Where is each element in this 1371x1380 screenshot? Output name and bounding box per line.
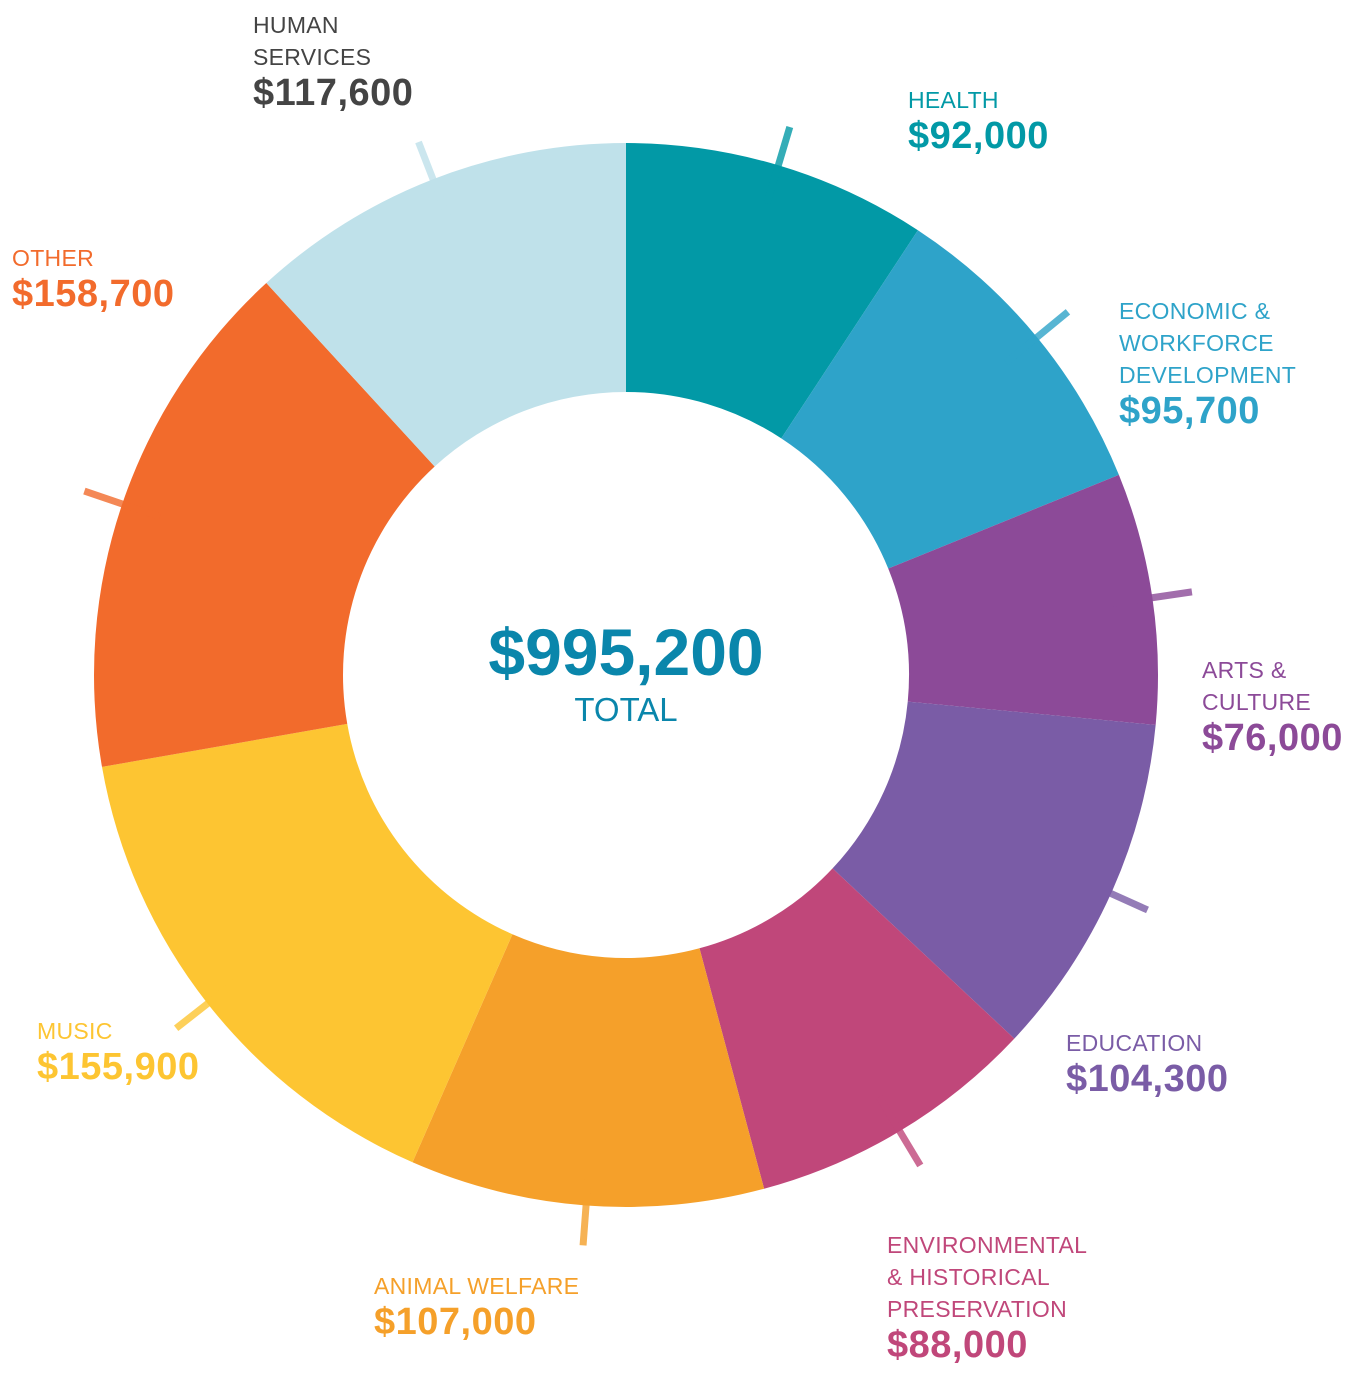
category-label: ECONOMIC & WORKFORCE DEVELOPMENT <box>1119 298 1297 388</box>
category-label: HEALTH <box>908 87 999 113</box>
category-label: ENVIRONMENTAL & HISTORICAL PRESERVATION <box>887 1232 1088 1322</box>
donut-slice <box>94 283 435 767</box>
value-label: $88,000 <box>887 1324 1028 1366</box>
category-label: ANIMAL WELFARE <box>374 1273 580 1299</box>
leader-line <box>1003 309 1071 366</box>
donut-slice <box>888 474 1158 725</box>
donut-slice <box>101 723 513 1163</box>
value-label: $104,300 <box>1066 1058 1229 1100</box>
leader-line <box>173 976 242 1032</box>
donut-slice <box>781 230 1119 569</box>
category-label: HUMAN SERVICES <box>253 12 372 70</box>
value-label: $107,000 <box>374 1301 537 1343</box>
donut-slice <box>832 701 1156 1039</box>
value-label: $155,900 <box>37 1046 200 1088</box>
value-label: $117,600 <box>253 72 414 114</box>
leader-line <box>415 140 451 218</box>
category-label: OTHER <box>12 245 94 271</box>
donut-slice <box>699 868 1015 1189</box>
category-label: ARTS & CULTURE <box>1202 657 1312 715</box>
leader-line <box>83 487 162 521</box>
total-label: TOTAL <box>574 691 678 728</box>
category-label: MUSIC <box>37 1018 113 1044</box>
value-label: $76,000 <box>1202 717 1343 759</box>
leader-line <box>763 125 794 205</box>
value-label: $92,000 <box>908 115 1049 157</box>
total-value: $995,200 <box>488 615 764 689</box>
donut-slice <box>412 934 765 1207</box>
leader-line <box>876 1095 924 1168</box>
leader-line <box>579 1165 593 1246</box>
leader-line <box>1112 588 1193 607</box>
donut-slice <box>266 143 626 467</box>
leader-line <box>1073 873 1149 914</box>
value-label: $95,700 <box>1119 390 1260 432</box>
category-label: EDUCATION <box>1066 1030 1203 1056</box>
value-label: $158,700 <box>12 273 175 315</box>
donut-slice <box>626 143 918 439</box>
